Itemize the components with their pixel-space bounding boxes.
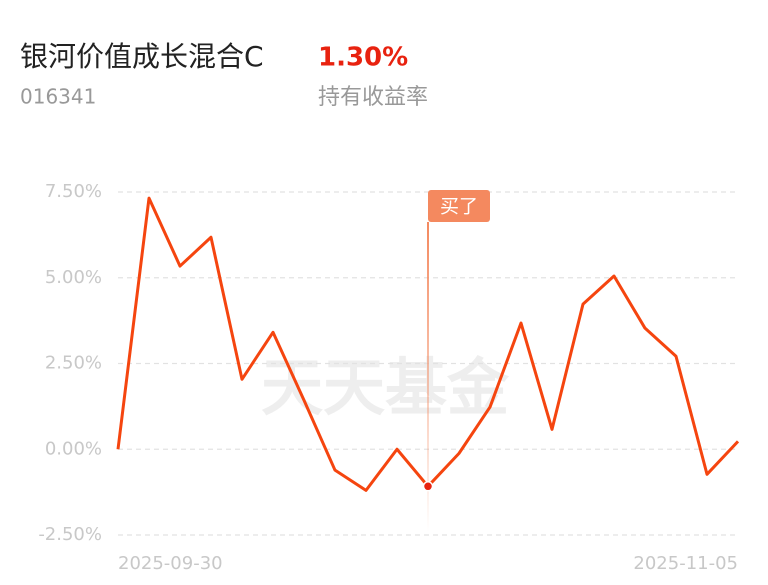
y-tick-label: 2.50% <box>45 353 102 374</box>
marker-dot <box>422 481 434 492</box>
return-value: 1.30% <box>318 43 408 73</box>
x-tick-label: 2025-11-05 <box>633 553 738 574</box>
return-label: 持有收益率 <box>318 85 428 110</box>
marker-badge <box>428 190 490 222</box>
y-tick-label: 0.00% <box>45 438 102 459</box>
fund-title: 银河价值成长混合C <box>20 40 264 73</box>
x-tick-label: 2025-09-30 <box>118 553 223 574</box>
marker-line <box>427 222 429 532</box>
y-tick-label: 7.50% <box>45 181 102 202</box>
fund-code: 016341 <box>20 85 96 109</box>
chart: 7.50% 5.00% 2.50% 0.00% -2.50% 2025-09-30 2025… <box>38 181 740 574</box>
y-tick-label: 5.00% <box>45 267 102 288</box>
y-tick-label: -2.50% <box>38 524 102 545</box>
marker-label: 买了 <box>440 196 478 218</box>
